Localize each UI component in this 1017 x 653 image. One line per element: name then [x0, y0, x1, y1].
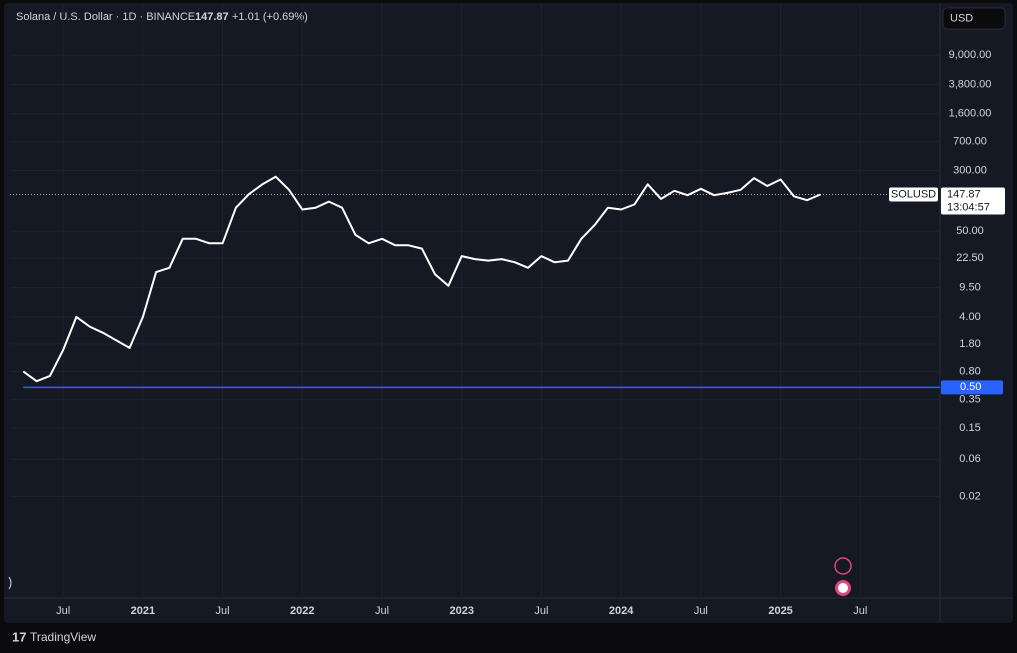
last-price: 147.87 [195, 11, 229, 23]
countdown: 13:04:57 [947, 201, 990, 213]
x-tick-label: 2024 [609, 605, 634, 617]
currency-button[interactable] [942, 7, 1006, 30]
currency[interactable]: USD [950, 12, 973, 24]
price-change: +1.01 (+0.69%) [232, 11, 308, 23]
logo-mark: 17 [12, 629, 26, 644]
price-label: 147.87 [947, 188, 981, 200]
x-tick-label: 2023 [449, 605, 473, 617]
symbol-box [889, 187, 938, 202]
y-tick-label: 22.50 [956, 252, 984, 264]
chart-panel [4, 3, 1013, 623]
symbol-label: SOLUSD [891, 188, 936, 200]
x-tick-label: Jul [375, 605, 389, 617]
y-tick-label: 1.80 [959, 338, 980, 350]
price-line [22, 175, 821, 383]
y-tick-label: 0.80 [959, 365, 980, 377]
brand: TradingView [30, 630, 96, 644]
x-tick-label: Jul [216, 605, 230, 617]
y-tick-label: 1,600.00 [949, 108, 992, 120]
symbol: Solana / U.S. Dollar · 1D · BINANCE [16, 11, 195, 23]
y-tick-label: 9.50 [959, 281, 980, 293]
price-box [941, 187, 1005, 215]
flag-icon-inner [838, 583, 848, 593]
x-tick-label: 2025 [768, 605, 792, 617]
x-tick-label: Jul [853, 605, 867, 617]
event-icon[interactable] [834, 557, 852, 575]
x-tick-label: Jul [534, 605, 548, 617]
hline-label-box [941, 380, 1003, 395]
y-tick-label: 50.00 [956, 225, 984, 237]
scroll-handle [8, 576, 12, 590]
y-tick-label: 9,000.00 [949, 49, 992, 61]
y-tick-label: 0.15 [959, 422, 980, 434]
x-tick-label: 2021 [131, 605, 155, 617]
y-tick-label: 0.02 [959, 490, 980, 502]
y-tick-label: 4.00 [959, 311, 980, 323]
x-tick-label: 2022 [290, 605, 314, 617]
y-tick-label: 3,800.00 [949, 78, 992, 90]
hline-label: 0.50 [960, 381, 981, 393]
y-tick-label: 0.06 [959, 453, 980, 465]
x-tick-label: Jul [56, 605, 70, 617]
x-tick-label: Jul [694, 605, 708, 617]
y-tick-label: 0.35 [959, 393, 980, 405]
y-tick-label: 700.00 [953, 136, 987, 148]
y-tick-label: 300.00 [953, 164, 987, 176]
